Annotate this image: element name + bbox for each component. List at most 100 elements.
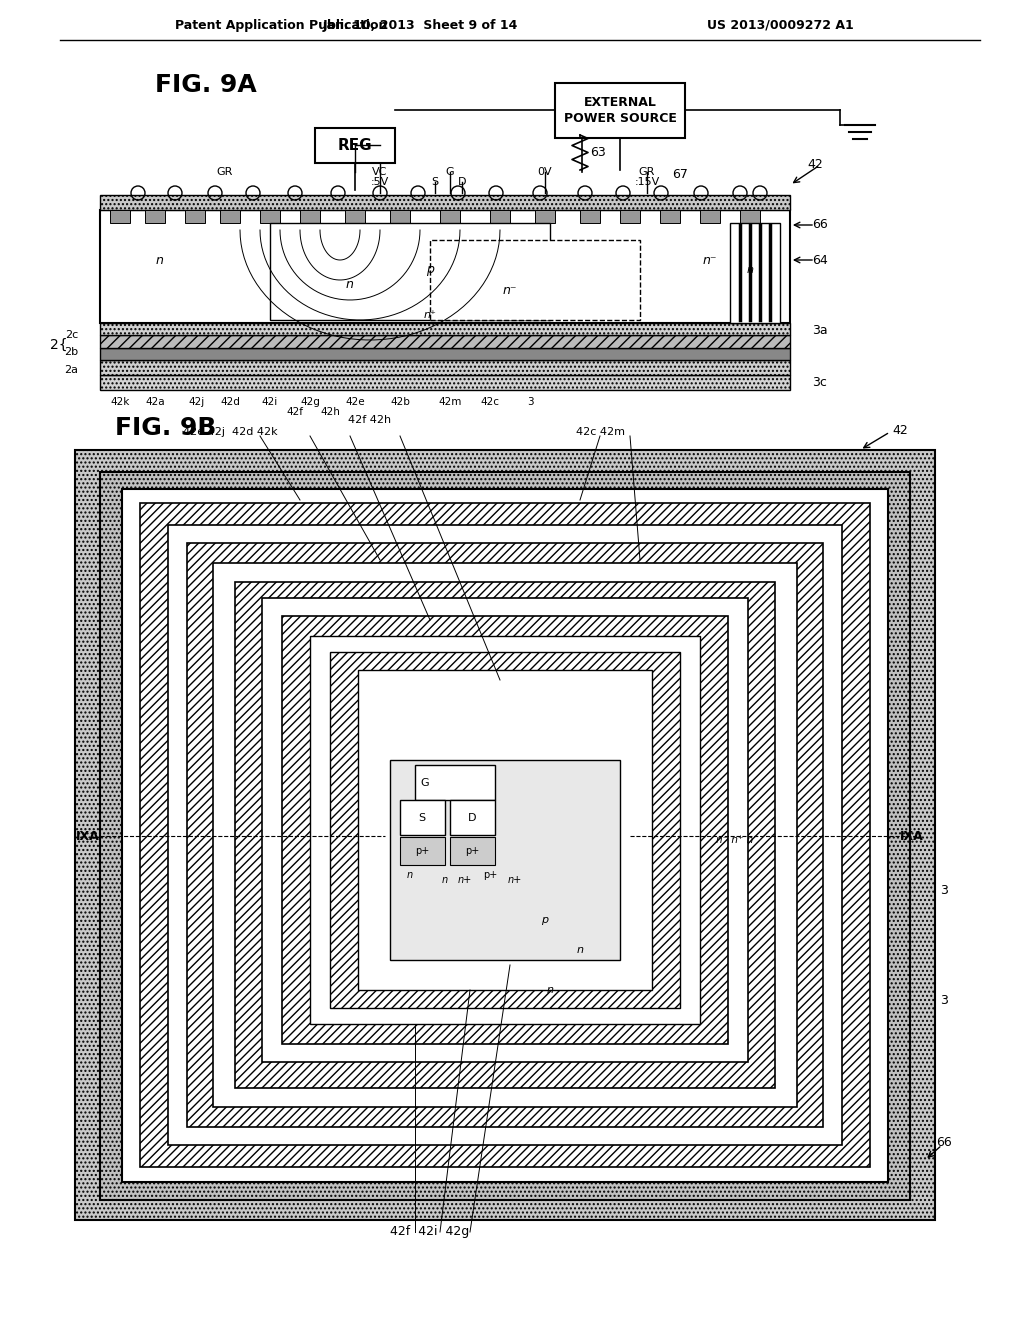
Text: n: n bbox=[577, 945, 584, 954]
Bar bbox=[450, 837, 495, 865]
Bar bbox=[740, 210, 760, 223]
Text: n: n bbox=[346, 279, 354, 292]
Bar bbox=[262, 598, 748, 1063]
Bar bbox=[300, 210, 319, 223]
Text: n⁻: n⁻ bbox=[702, 253, 717, 267]
Bar bbox=[390, 760, 620, 960]
Text: VC: VC bbox=[373, 168, 388, 177]
Text: 42f  42i  42g: 42f 42i 42g bbox=[390, 1225, 470, 1238]
Bar bbox=[400, 800, 445, 836]
Text: 3: 3 bbox=[940, 883, 948, 896]
Text: 3a: 3a bbox=[812, 323, 827, 337]
Text: 42e: 42e bbox=[345, 397, 365, 407]
Bar bbox=[620, 210, 640, 223]
Text: 42a: 42a bbox=[145, 397, 165, 407]
Bar bbox=[310, 636, 700, 1024]
Bar bbox=[100, 335, 790, 348]
Bar bbox=[100, 375, 790, 389]
Text: D: D bbox=[468, 813, 476, 822]
Bar bbox=[555, 82, 685, 137]
Bar bbox=[122, 488, 888, 1181]
Bar bbox=[100, 323, 790, 335]
Bar bbox=[535, 210, 555, 223]
Text: 42m: 42m bbox=[438, 397, 462, 407]
Text: 42d: 42d bbox=[220, 397, 240, 407]
Text: n: n bbox=[547, 985, 554, 995]
Bar bbox=[430, 240, 640, 319]
Text: 42e 42j  42d 42k: 42e 42j 42d 42k bbox=[182, 426, 278, 437]
Text: 0V: 0V bbox=[538, 168, 552, 177]
Text: :15V: :15V bbox=[635, 177, 659, 187]
Text: 42j: 42j bbox=[188, 397, 205, 407]
Text: S: S bbox=[431, 177, 438, 187]
Text: p+: p+ bbox=[415, 846, 429, 855]
Text: Patent Application Publication: Patent Application Publication bbox=[175, 18, 387, 32]
Text: 42h: 42h bbox=[321, 407, 340, 417]
Bar bbox=[187, 543, 823, 1127]
Bar bbox=[140, 503, 870, 1167]
Text: 42f 42h: 42f 42h bbox=[348, 414, 391, 425]
Bar bbox=[213, 564, 797, 1107]
Text: 67: 67 bbox=[672, 169, 688, 181]
Bar bbox=[390, 210, 410, 223]
Bar bbox=[234, 582, 775, 1088]
Text: 63: 63 bbox=[590, 147, 606, 158]
Bar bbox=[700, 210, 720, 223]
Text: 3: 3 bbox=[526, 397, 534, 407]
Bar bbox=[270, 223, 550, 319]
Text: 2c: 2c bbox=[65, 330, 78, 341]
Text: n: n bbox=[407, 870, 413, 880]
Bar bbox=[315, 128, 395, 162]
Bar bbox=[730, 223, 780, 323]
Text: n+: n+ bbox=[508, 875, 522, 884]
Text: 42: 42 bbox=[892, 424, 908, 437]
Bar bbox=[145, 210, 165, 223]
Text: n⁺: n⁺ bbox=[424, 310, 436, 319]
Text: IXA: IXA bbox=[900, 829, 924, 842]
Text: FIG. 9A: FIG. 9A bbox=[155, 73, 257, 96]
Text: G: G bbox=[445, 168, 455, 177]
Bar bbox=[110, 210, 130, 223]
Text: GR: GR bbox=[217, 168, 233, 177]
Bar bbox=[260, 210, 280, 223]
Text: 2b: 2b bbox=[63, 347, 78, 356]
Text: IXA: IXA bbox=[76, 829, 100, 842]
Bar bbox=[450, 800, 495, 836]
Text: US 2013/0009272 A1: US 2013/0009272 A1 bbox=[707, 18, 853, 32]
Text: EXTERNAL: EXTERNAL bbox=[584, 95, 656, 108]
Text: n⁻: n⁻ bbox=[503, 284, 517, 297]
Text: :5V: :5V bbox=[371, 177, 389, 187]
Text: 42k: 42k bbox=[111, 397, 130, 407]
Text: G: G bbox=[421, 777, 429, 788]
Bar bbox=[100, 348, 790, 360]
Bar bbox=[220, 210, 240, 223]
Text: FIG. 9B: FIG. 9B bbox=[115, 416, 216, 440]
Text: n+: n+ bbox=[458, 875, 472, 884]
Text: 2{: 2{ bbox=[50, 338, 68, 352]
Text: p: p bbox=[426, 264, 434, 276]
Text: D: D bbox=[458, 177, 466, 187]
Bar bbox=[415, 766, 495, 800]
Text: p+: p+ bbox=[465, 846, 479, 855]
Bar bbox=[490, 210, 510, 223]
Bar bbox=[358, 671, 652, 990]
Text: POWER SOURCE: POWER SOURCE bbox=[563, 111, 677, 124]
Text: 42c 42m: 42c 42m bbox=[575, 426, 625, 437]
Text: 42: 42 bbox=[807, 158, 823, 172]
Bar bbox=[660, 210, 680, 223]
Text: 64: 64 bbox=[812, 253, 827, 267]
Bar bbox=[580, 210, 600, 223]
Bar bbox=[345, 210, 365, 223]
Text: 3: 3 bbox=[940, 994, 948, 1006]
Text: 66: 66 bbox=[812, 219, 827, 231]
Text: GR: GR bbox=[639, 168, 655, 177]
Bar bbox=[400, 837, 445, 865]
Bar bbox=[330, 652, 680, 1008]
Text: 2a: 2a bbox=[63, 366, 78, 375]
Bar bbox=[440, 210, 460, 223]
Text: 42g: 42g bbox=[300, 397, 319, 407]
Bar bbox=[100, 195, 790, 210]
Bar bbox=[282, 616, 728, 1044]
Text: n: n bbox=[156, 253, 164, 267]
Bar bbox=[75, 450, 935, 1220]
